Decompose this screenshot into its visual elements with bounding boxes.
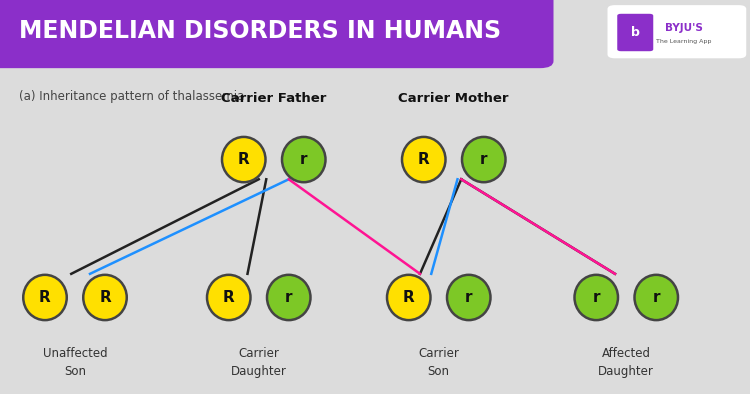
Ellipse shape bbox=[267, 275, 310, 320]
Ellipse shape bbox=[447, 275, 491, 320]
Ellipse shape bbox=[23, 275, 67, 320]
Ellipse shape bbox=[222, 137, 266, 182]
Text: R: R bbox=[223, 290, 235, 305]
Ellipse shape bbox=[387, 275, 430, 320]
Text: r: r bbox=[652, 290, 660, 305]
Text: MENDELIAN DISORDERS IN HUMANS: MENDELIAN DISORDERS IN HUMANS bbox=[19, 19, 501, 43]
Text: R: R bbox=[403, 290, 415, 305]
Text: Carrier
Son: Carrier Son bbox=[419, 347, 459, 378]
Ellipse shape bbox=[282, 137, 326, 182]
Ellipse shape bbox=[402, 137, 445, 182]
Text: r: r bbox=[480, 152, 488, 167]
Text: R: R bbox=[39, 290, 51, 305]
FancyBboxPatch shape bbox=[617, 14, 653, 51]
Text: r: r bbox=[592, 290, 600, 305]
Text: Unaffected
Son: Unaffected Son bbox=[43, 347, 107, 378]
Text: Affected
Daughter: Affected Daughter bbox=[598, 347, 654, 378]
Text: b: b bbox=[631, 26, 640, 39]
FancyBboxPatch shape bbox=[0, 0, 554, 68]
Text: r: r bbox=[285, 290, 292, 305]
Ellipse shape bbox=[83, 275, 127, 320]
Ellipse shape bbox=[574, 275, 618, 320]
Ellipse shape bbox=[207, 275, 251, 320]
FancyBboxPatch shape bbox=[608, 5, 746, 58]
Text: R: R bbox=[238, 152, 250, 167]
Text: BYJU'S: BYJU'S bbox=[665, 22, 703, 33]
Ellipse shape bbox=[634, 275, 678, 320]
Text: r: r bbox=[465, 290, 472, 305]
Text: (a) Inheritance pattern of thalassemia: (a) Inheritance pattern of thalassemia bbox=[19, 90, 244, 103]
Text: R: R bbox=[418, 152, 430, 167]
Text: Carrier Father: Carrier Father bbox=[221, 92, 326, 105]
Text: r: r bbox=[300, 152, 307, 167]
Text: Carrier Mother: Carrier Mother bbox=[398, 92, 509, 105]
Text: R: R bbox=[99, 290, 111, 305]
Ellipse shape bbox=[462, 137, 506, 182]
Text: Carrier
Daughter: Carrier Daughter bbox=[231, 347, 286, 378]
Text: The Learning App: The Learning App bbox=[656, 39, 712, 44]
